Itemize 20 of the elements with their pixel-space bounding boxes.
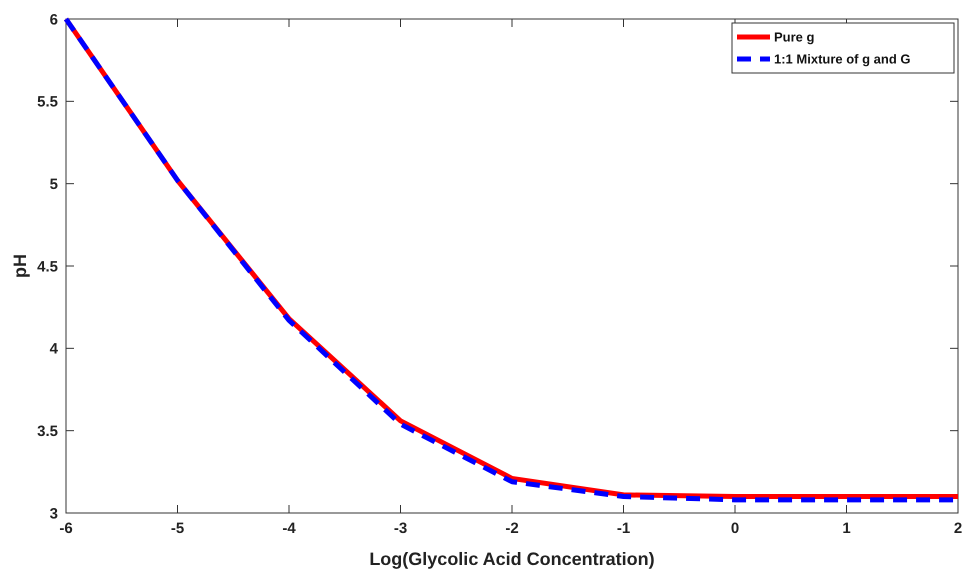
y-tick-label: 4.5 — [37, 258, 58, 276]
x-tick-label: 1 — [842, 520, 851, 537]
x-tick-label: -3 — [394, 520, 408, 537]
x-tick-label: -6 — [59, 520, 73, 537]
x-tick-label: 0 — [730, 520, 740, 537]
x-axis-title: Log(Glycolic Acid Concentration) — [369, 549, 655, 569]
legend-label: Pure g — [774, 30, 815, 45]
legend-label: 1:1 Mixture of g and G — [774, 52, 911, 67]
y-tick-label: 5.5 — [37, 94, 58, 111]
x-tick-label: -4 — [282, 520, 296, 537]
y-tick-label: 4 — [50, 340, 59, 358]
y-tick-label: 3 — [50, 505, 58, 522]
x-tick-label: -2 — [505, 520, 519, 537]
y-tick-label: 6 — [50, 11, 58, 28]
y-tick-label: 5 — [50, 176, 58, 193]
y-axis-title: pH — [10, 254, 30, 278]
x-tick-label: 2 — [954, 520, 962, 537]
x-tick-label: -1 — [616, 520, 630, 537]
y-tick-label: 3.5 — [37, 422, 58, 440]
x-tick-label: -5 — [170, 520, 184, 537]
